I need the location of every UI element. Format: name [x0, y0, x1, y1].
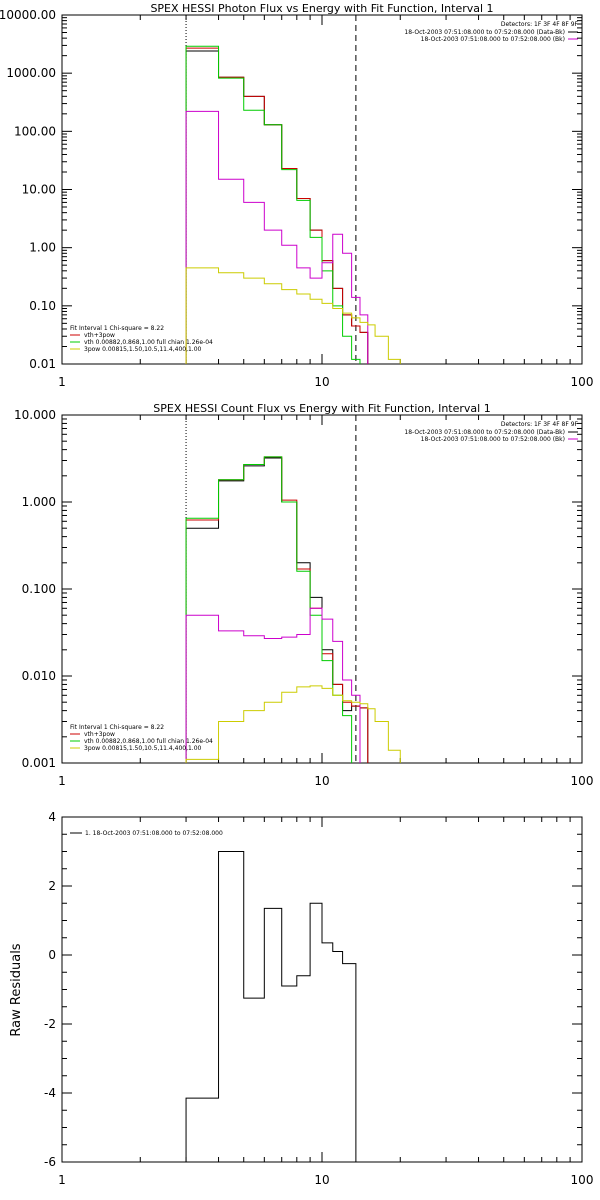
fit-legend-entry: vth+3pow — [84, 332, 115, 339]
plot-data-area — [185, 415, 412, 763]
series-0-step-line — [185, 457, 369, 763]
y-tick-label: 1.000 — [22, 495, 56, 509]
x-tick-label: 1 — [58, 1173, 66, 1187]
series-0-step-line — [185, 50, 369, 364]
y-tick-label: 0.01 — [29, 357, 56, 371]
series-2-step-line — [185, 456, 353, 763]
fit-legend-header: Fit Interval 1 Chi-square = 8.22 — [70, 724, 164, 731]
series-2-step-line — [185, 45, 361, 364]
count-flux-panel: SPEX HESSI Count Flux vs Energy with Fit… — [14, 402, 593, 788]
y-tick-label: 10.000 — [14, 408, 56, 422]
legend-header: Detectors: 1F 3F 4F 8F 9F — [501, 21, 579, 28]
legend-entry: 18-Oct-2003 07:51:08.000 to 07:52:08.000… — [421, 436, 565, 443]
legend-header: Detectors: 1F 3F 4F 8F 9F — [501, 421, 579, 428]
series-1-step-line — [185, 456, 369, 763]
fit-legend-entry: vth 0.00882,0.868,1.00 full chian 1.26e-… — [84, 339, 213, 346]
x-tick-label: 10 — [314, 774, 329, 788]
y-tick-label: 0.010 — [22, 669, 56, 683]
plot-frame — [61, 414, 583, 764]
series-0-step-line — [185, 851, 357, 1162]
y-tick-label: 100.00 — [14, 124, 56, 138]
count-flux-title: SPEX HESSI Count Flux vs Energy with Fit… — [153, 402, 490, 415]
plot-frame — [61, 14, 583, 365]
legend-entry: 18-Oct-2003 07:51:08.000 to 07:52:08.000… — [404, 429, 565, 436]
y-tick-label: 10.00 — [22, 183, 56, 197]
y-tick-label: 0.001 — [22, 756, 56, 770]
plot-data-area — [185, 15, 412, 364]
y-tick-label: -6 — [44, 1155, 56, 1169]
residuals-y-axis-label: Raw Residuals — [9, 943, 24, 1036]
y-tick-label: 0 — [48, 948, 56, 962]
y-tick-label: 4 — [48, 810, 56, 824]
y-tick-label: 2 — [48, 879, 56, 893]
fit-legend-entry: vth+3pow — [84, 731, 115, 738]
x-tick-label: 100 — [571, 375, 594, 389]
series-3-step-line — [185, 607, 361, 763]
x-tick-label: 100 — [571, 774, 594, 788]
y-tick-label: 1000.00 — [6, 66, 56, 80]
y-tick-label: 0.10 — [29, 299, 56, 313]
x-tick-label: 1 — [58, 375, 66, 389]
series-4-step-line — [185, 685, 412, 763]
y-tick-label: -4 — [44, 1086, 56, 1100]
fit-legend-header: Fit Interval 1 Chi-square = 8.22 — [70, 325, 164, 332]
x-tick-label: 1 — [58, 774, 66, 788]
x-tick-label: 100 — [571, 1173, 594, 1187]
y-tick-label: 10000.00 — [0, 8, 56, 22]
legend-entry: 18-Oct-2003 07:51:08.000 to 07:52:08.000… — [404, 29, 565, 36]
series-3-step-line — [185, 110, 369, 364]
legend-entry: 18-Oct-2003 07:51:08.000 to 07:52:08.000… — [421, 36, 565, 43]
series-4-step-line — [185, 267, 412, 364]
fit-legend-entry: vth 0.00882,0.868,1.00 full chian 1.26e-… — [84, 738, 213, 745]
photon-flux-title: SPEX HESSI Photon Flux vs Energy with Fi… — [150, 2, 493, 15]
x-tick-label: 10 — [314, 375, 329, 389]
plot-data-area — [185, 851, 357, 1162]
legend-entry: 1. 18-Oct-2003 07:51:08.000 to 07:52:08.… — [85, 830, 223, 837]
plot-frame — [61, 816, 583, 1163]
y-tick-label: -2 — [44, 1017, 56, 1031]
raw-residuals-panel: Raw Residuals 1 10 100 -6 -4 -2 0 2 4 1. 18-Oct-2… — [9, 810, 593, 1187]
photon-flux-panel: SPEX HESSI Photon Flux vs Energy with Fi… — [0, 2, 593, 389]
fit-legend-entry: 3pow 0.00815,1.50,10.5,11.4,400,1.00 — [84, 346, 202, 353]
y-tick-label: 0.100 — [22, 582, 56, 596]
fit-legend-entry: 3pow 0.00815,1.50,10.5,11.4,400,1.00 — [84, 745, 202, 752]
y-tick-label: 1.00 — [29, 241, 56, 255]
series-1-step-line — [185, 47, 369, 364]
x-tick-label: 10 — [314, 1173, 329, 1187]
